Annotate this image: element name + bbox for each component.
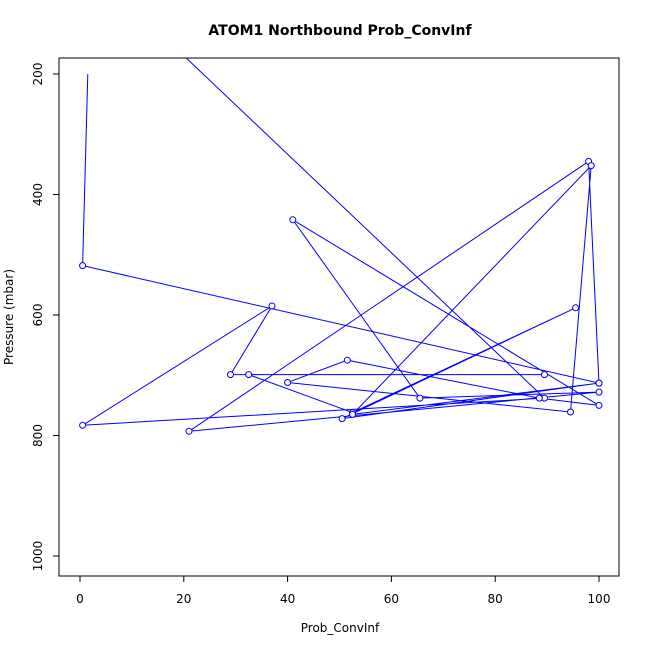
data-point	[535, 394, 543, 402]
y-tick-label: 200	[31, 63, 45, 86]
data-point	[595, 379, 603, 387]
series-line	[82, 58, 600, 432]
series-layer	[79, 58, 603, 435]
data-point	[268, 302, 276, 310]
x-tick-label: 20	[176, 592, 191, 606]
data-point	[595, 401, 603, 409]
data-point	[595, 388, 603, 396]
x-tick-label: 60	[384, 592, 399, 606]
x-tick-label: 80	[488, 592, 503, 606]
data-point	[227, 371, 234, 379]
data-point	[541, 371, 548, 379]
data-point	[567, 408, 574, 416]
y-axis: 200 400 600 800 1000	[31, 63, 59, 572]
y-tick-label: 1000	[31, 541, 45, 572]
plot-frame	[58, 57, 620, 577]
data-point	[79, 421, 87, 429]
data-point	[587, 162, 595, 170]
data-point	[349, 410, 356, 418]
data-point	[343, 356, 351, 364]
y-axis-label: Pressure (mbar)	[2, 269, 16, 365]
data-point	[416, 394, 424, 402]
chart-title: ATOM1 Northbound Prob_ConvInf	[208, 23, 472, 39]
y-tick-label: 400	[31, 183, 45, 206]
y-tick-label: 600	[31, 304, 45, 327]
x-tick-label: 40	[280, 592, 295, 606]
data-point	[245, 371, 253, 379]
data-point	[284, 379, 292, 386]
data-point	[338, 415, 346, 423]
y-tick-label: 800	[31, 424, 45, 447]
data-point	[289, 216, 297, 224]
x-axis: 0 20 40 60 80 100	[76, 576, 610, 606]
x-tick-label: 100	[588, 592, 611, 606]
data-point	[185, 427, 193, 435]
x-tick-label: 0	[76, 592, 84, 606]
data-point	[572, 304, 580, 312]
data-point	[79, 262, 87, 270]
x-axis-label: Prob_ConvInf	[301, 621, 380, 635]
